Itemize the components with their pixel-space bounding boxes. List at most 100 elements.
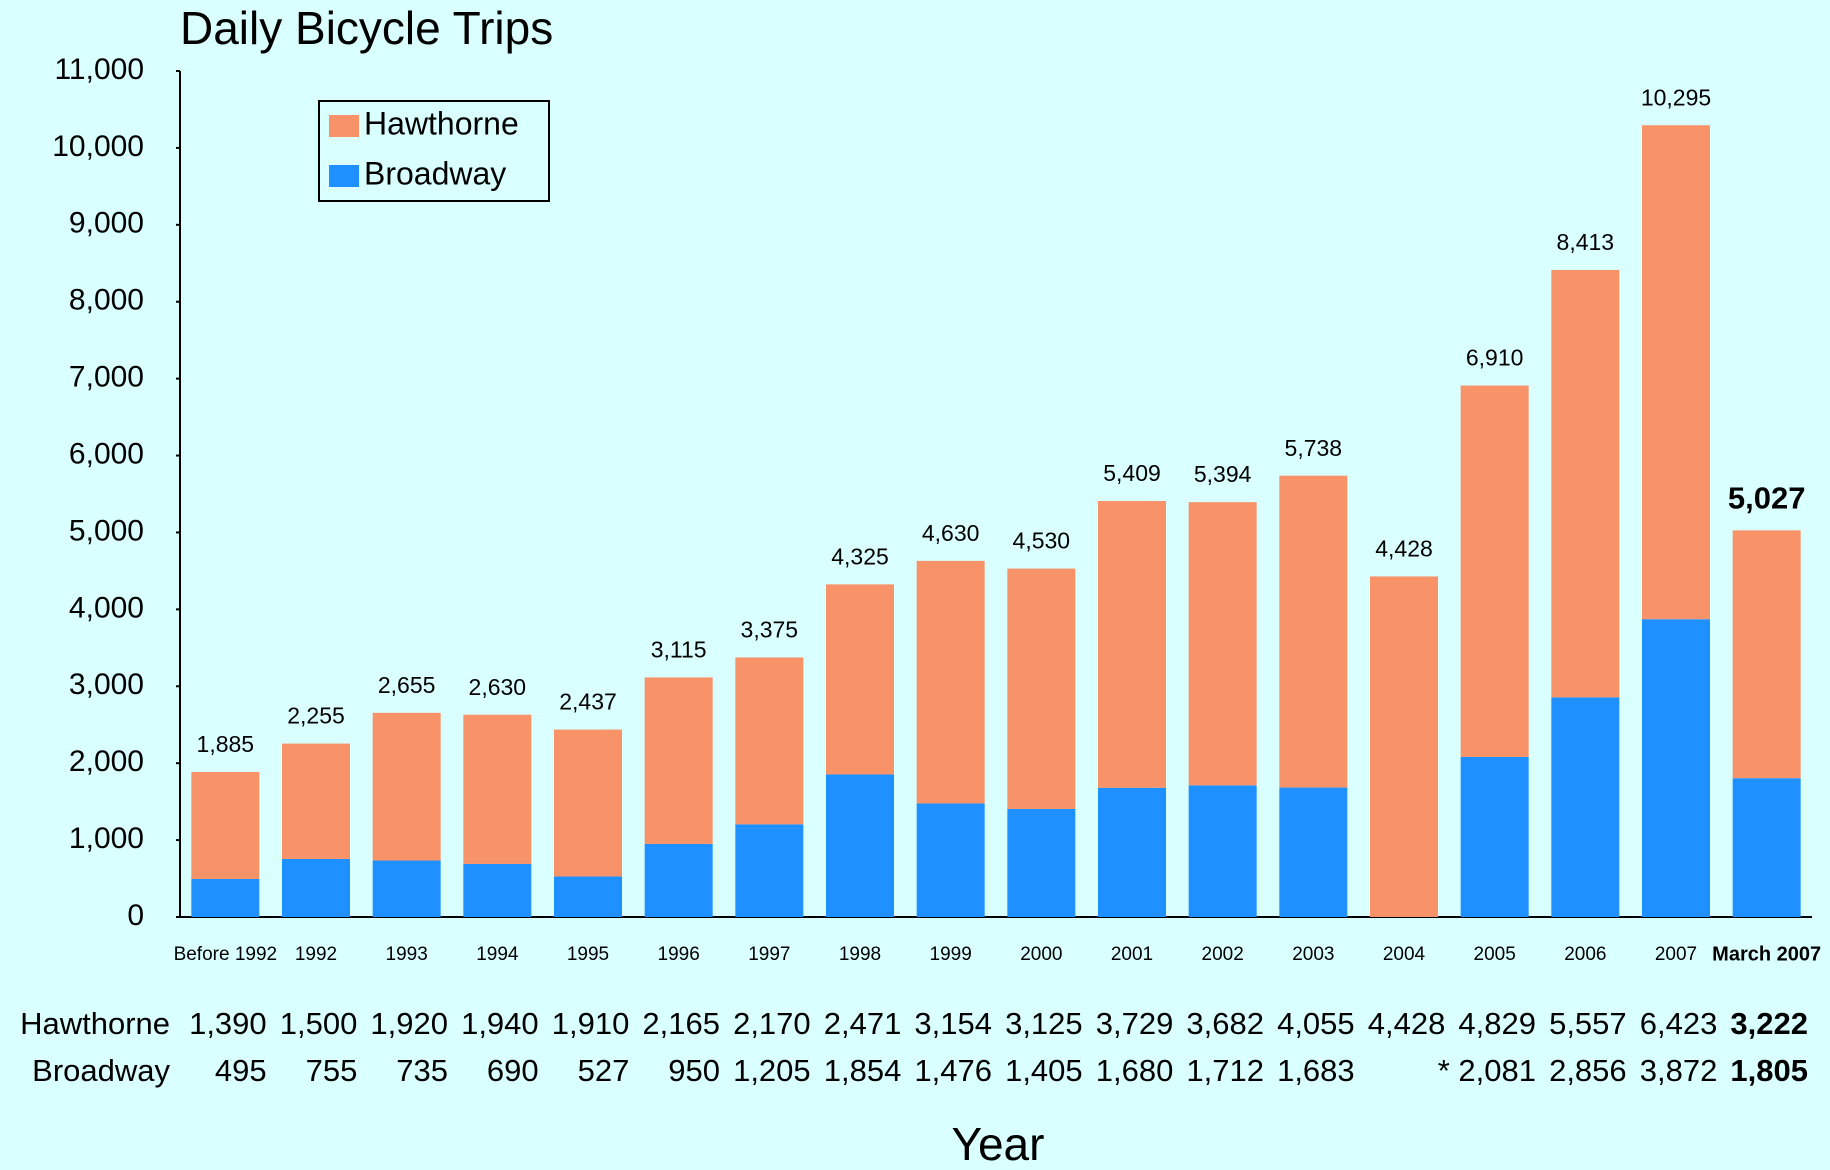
total-label: 4,630 <box>922 520 980 546</box>
y-tick-label: 7,000 <box>69 361 144 394</box>
x-tick-label: Before 1992 <box>174 944 278 965</box>
y-tick-label: 8,000 <box>69 284 144 317</box>
x-tick-label: 2000 <box>1020 944 1062 965</box>
bar-segment <box>826 584 894 775</box>
table-value: 4,829 <box>1458 1006 1536 1041</box>
table-value: 4,055 <box>1277 1006 1355 1041</box>
x-tick-label: 1999 <box>930 944 972 965</box>
total-label: 6,910 <box>1466 345 1524 371</box>
bar-segment <box>1732 778 1801 917</box>
legend-label: Hawthorne <box>364 105 519 141</box>
bar-segment <box>644 843 713 917</box>
table-row-label: Broadway <box>32 1053 170 1088</box>
total-label: 2,630 <box>469 674 527 700</box>
total-label: 3,375 <box>741 617 799 643</box>
table-value: 1,205 <box>733 1053 811 1088</box>
table-value: 2,471 <box>824 1006 902 1041</box>
total-label: 4,428 <box>1375 536 1433 562</box>
x-tick-label: 2005 <box>1474 944 1516 965</box>
table-row-label: Hawthorne <box>20 1006 170 1041</box>
table-value: 2,165 <box>642 1006 720 1041</box>
bar-segment <box>1007 568 1076 809</box>
bar-segment <box>1551 269 1620 698</box>
bar-segment <box>372 712 441 861</box>
bar-segment <box>735 657 804 825</box>
total-label: 4,530 <box>1013 528 1071 554</box>
total-label: 5,738 <box>1285 435 1343 461</box>
x-tick-label: 2007 <box>1655 944 1697 965</box>
table-value: 1,910 <box>552 1006 630 1041</box>
bar-segment <box>1460 385 1529 757</box>
bar-segment <box>644 677 713 844</box>
table-value: 3,222 <box>1730 1006 1808 1041</box>
table-value: 4,428 <box>1368 1006 1446 1041</box>
x-tick-label: 2006 <box>1564 944 1606 965</box>
bar-segment <box>916 560 985 804</box>
table-value: 3,729 <box>1096 1006 1174 1041</box>
bar-segment <box>191 878 260 917</box>
table-value: 3,154 <box>914 1006 992 1041</box>
table-value: 1,476 <box>914 1053 992 1088</box>
table-value: 1,683 <box>1277 1053 1355 1088</box>
total-label: 3,115 <box>651 637 707 663</box>
bar-segment <box>1642 619 1710 917</box>
total-label: 2,655 <box>378 672 436 698</box>
legend-swatch <box>329 115 359 137</box>
bar-segment <box>1642 125 1710 620</box>
y-tick-label: 11,000 <box>54 53 144 86</box>
x-tick-label: 1996 <box>658 944 700 965</box>
total-label: 5,027 <box>1728 481 1806 516</box>
y-tick-label: 3,000 <box>69 668 144 701</box>
table-value: 1,680 <box>1096 1053 1174 1088</box>
bar-segment <box>554 876 622 917</box>
x-tick-label: 2003 <box>1292 944 1334 965</box>
total-label: 2,437 <box>559 689 617 715</box>
y-tick-label: 9,000 <box>69 207 144 240</box>
bar-segment <box>1098 787 1166 917</box>
total-label: 4,325 <box>831 543 889 569</box>
chart-title: Daily Bicycle Trips <box>180 2 553 54</box>
y-tick-label: 1,000 <box>69 822 144 855</box>
x-tick-label: 1993 <box>386 944 428 965</box>
total-label: 1,885 <box>197 731 255 757</box>
bar-segment <box>372 860 441 917</box>
bar-segment <box>1732 530 1801 779</box>
table-value: 6,423 <box>1640 1006 1718 1041</box>
bar-segment <box>463 714 532 864</box>
x-axis-title: Year <box>952 1118 1045 1170</box>
table-value: 2,856 <box>1549 1053 1627 1088</box>
bar-segment <box>1188 502 1257 786</box>
y-tick-label: 5,000 <box>69 514 144 547</box>
table-value: 1,405 <box>1005 1053 1083 1088</box>
bar-segment <box>282 743 350 859</box>
y-tick-label: 2,000 <box>69 745 144 778</box>
total-label: 2,255 <box>287 703 345 729</box>
table-value: 735 <box>396 1053 448 1088</box>
table-value: 3,682 <box>1186 1006 1264 1041</box>
y-tick-label: 0 <box>127 899 144 932</box>
table-value: * 2,081 <box>1438 1053 1536 1088</box>
table-value: 950 <box>668 1053 720 1088</box>
x-tick-label: 1998 <box>839 944 881 965</box>
table-value: 1,500 <box>280 1006 358 1041</box>
x-tick-label: 2004 <box>1383 944 1426 965</box>
table-value: 755 <box>306 1053 358 1088</box>
bar-segment <box>916 803 985 917</box>
x-tick-label: March 2007 <box>1712 943 1821 965</box>
x-tick-label: 2002 <box>1202 944 1244 965</box>
bar-segment <box>1279 787 1348 917</box>
bar-segment <box>1098 500 1166 788</box>
table-value: 495 <box>215 1053 267 1088</box>
table-value: 3,125 <box>1005 1006 1083 1041</box>
total-label: 5,409 <box>1103 460 1161 486</box>
legend-label: Broadway <box>364 155 506 191</box>
bar-segment <box>463 863 532 917</box>
bar-segment <box>1370 576 1438 917</box>
total-label: 10,295 <box>1641 84 1711 110</box>
x-tick-label: 1992 <box>295 944 337 965</box>
table-value: 690 <box>487 1053 539 1088</box>
bar-segment <box>826 774 894 917</box>
bar-segment <box>554 729 622 877</box>
table-value: 1,805 <box>1730 1053 1808 1088</box>
